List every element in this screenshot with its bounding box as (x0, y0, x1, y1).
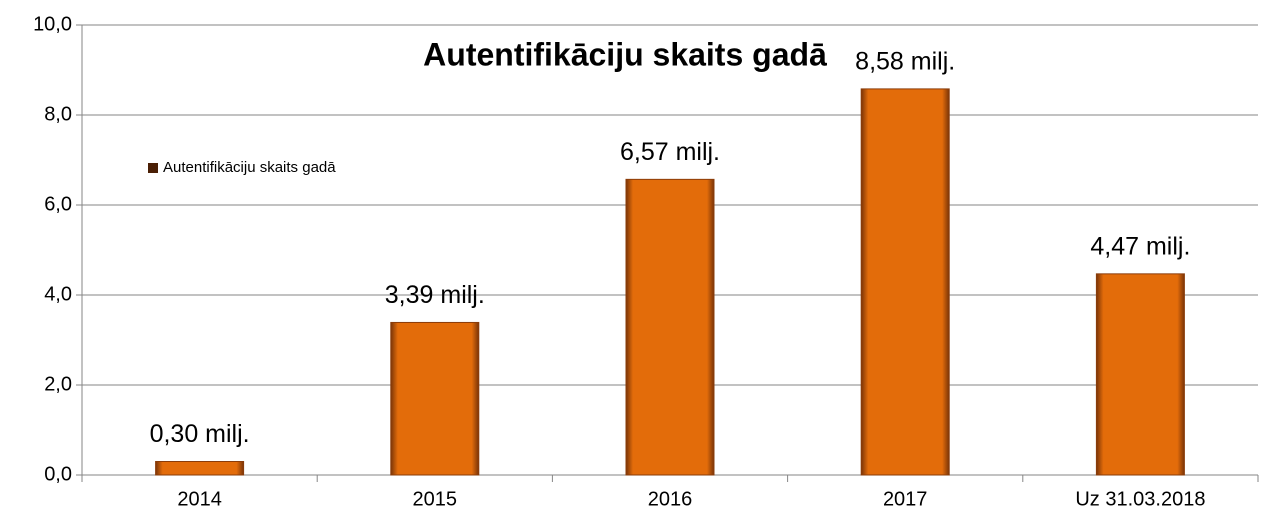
x-tick-label: 2017 (883, 488, 928, 510)
x-tick-label: 2015 (413, 488, 458, 510)
y-tick-label: 2,0 (44, 373, 72, 395)
bar (625, 178, 715, 476)
y-tick-label: 4,0 (44, 283, 72, 305)
y-tick-label: 6,0 (44, 193, 72, 215)
bar (860, 88, 950, 476)
bar (1095, 273, 1185, 476)
x-tick-label: 2016 (648, 488, 693, 510)
y-tick-label: 0,0 (44, 463, 72, 485)
y-tick-label: 10,0 (33, 13, 72, 35)
x-tick-label: Uz 31.03.2018 (1075, 488, 1205, 510)
data-label: 4,47 milj. (1090, 232, 1190, 260)
legend-marker (148, 163, 158, 173)
bar (155, 461, 245, 476)
data-label: 0,30 milj. (150, 420, 250, 448)
data-label: 3,39 milj. (385, 281, 485, 309)
data-label: 8,58 milj. (855, 48, 955, 76)
bar (390, 321, 480, 476)
x-tick-label: 2014 (177, 488, 222, 510)
legend-label: Autentifikāciju skaits gadā (163, 159, 336, 176)
data-label: 6,57 milj. (620, 138, 720, 166)
y-tick-label: 8,0 (44, 103, 72, 125)
chart-title: Autentifikāciju skaits gadā (423, 36, 827, 72)
